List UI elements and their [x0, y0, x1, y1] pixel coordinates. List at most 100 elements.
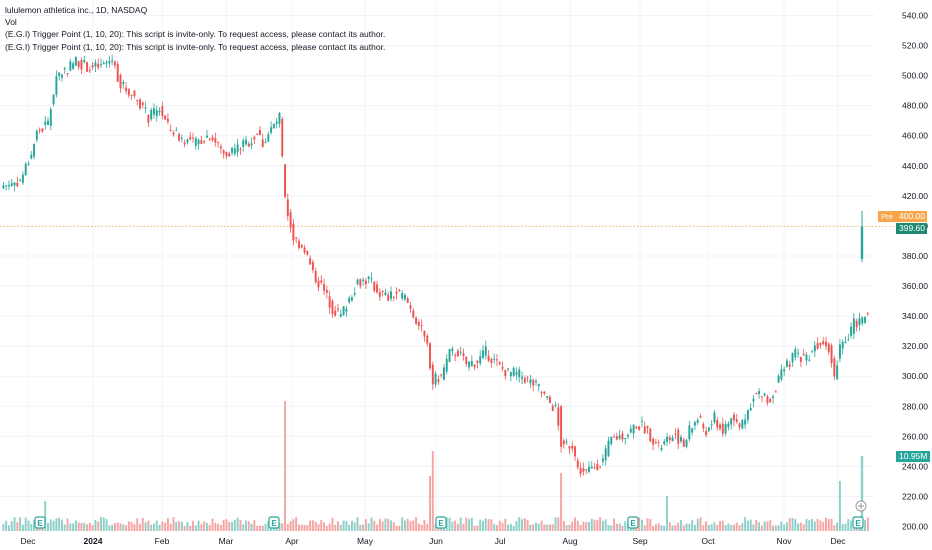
volume-bar	[660, 525, 663, 531]
volume-bar	[596, 520, 599, 531]
y-tick-label: 220.00	[902, 491, 928, 501]
volume-bar	[77, 522, 80, 531]
volume-bar	[166, 518, 169, 531]
volume-bar	[599, 517, 602, 531]
volume-bar	[211, 518, 214, 531]
add-event-icon[interactable]	[855, 500, 867, 512]
volume-bar	[281, 523, 284, 531]
volume-bar	[688, 523, 691, 531]
chart-legend: lululemon athletica inc., 1D, NASDAQ Vol…	[5, 4, 385, 53]
volume-bar	[574, 517, 577, 531]
candle-body	[328, 296, 331, 308]
candle-body	[231, 147, 234, 153]
candle-body	[451, 348, 454, 352]
candle-body	[713, 412, 716, 423]
candle-body	[33, 143, 36, 157]
volume-bar	[256, 525, 259, 531]
volume-bar	[785, 522, 788, 531]
volume-bar	[242, 524, 245, 531]
volume-bar	[49, 519, 52, 531]
candle-body	[219, 146, 222, 149]
candle-body	[699, 415, 702, 418]
volume-bar	[749, 519, 752, 531]
candle-body	[272, 123, 275, 129]
volume-bar	[345, 521, 348, 531]
candle-body	[197, 139, 200, 145]
candle-body	[381, 290, 384, 292]
volume-bar	[518, 517, 521, 531]
legend-indicator-2[interactable]: (E.G.I) Trigger Point (1, 10, 20): This …	[5, 41, 386, 52]
candle-body	[362, 279, 365, 281]
volume-bar	[27, 520, 30, 531]
candle-body	[847, 339, 850, 341]
volume-bar	[827, 518, 830, 531]
candle-body	[417, 322, 420, 326]
volume-bar	[509, 523, 512, 531]
candle-body	[41, 128, 44, 132]
volume-bar	[392, 522, 395, 531]
volume-bar	[362, 524, 365, 531]
volume-bar	[585, 522, 588, 531]
volume-bar	[490, 519, 493, 531]
candle-body	[649, 428, 652, 442]
candle-body	[710, 424, 713, 426]
volume-bar	[696, 518, 699, 531]
volume-bar	[836, 522, 839, 531]
candle-body	[122, 81, 125, 84]
candle-body	[60, 74, 63, 78]
candle-body	[267, 134, 270, 142]
candle-body	[158, 110, 161, 113]
premarket-candle-body	[860, 226, 864, 259]
candle-body	[518, 369, 521, 378]
candle-body	[406, 298, 409, 303]
volume-bar	[378, 519, 381, 531]
y-tick-label: 300.00	[902, 371, 928, 381]
candle-body	[576, 460, 579, 468]
candle-body	[735, 419, 738, 422]
volume-bar	[426, 523, 429, 531]
y-tick-label: 380.00	[902, 251, 928, 261]
volume-bar	[866, 517, 869, 531]
earnings-marker-label: E	[37, 519, 43, 528]
candle-body	[691, 428, 694, 433]
volume-bar	[10, 520, 13, 531]
volume-bar	[649, 518, 652, 531]
volume-bar	[479, 519, 482, 531]
volume-bar	[253, 520, 256, 531]
candle-body	[306, 250, 309, 255]
candle-body	[827, 343, 830, 352]
volume-bar	[716, 524, 719, 531]
volume-bar	[537, 523, 540, 531]
x-tick-label: Dec	[830, 536, 846, 546]
earnings-marker[interactable]: E	[34, 516, 46, 529]
volume-bar	[80, 522, 83, 531]
volume-bar	[334, 524, 337, 531]
candle-body	[86, 62, 89, 72]
volume-bar	[348, 524, 351, 531]
volume-bar	[88, 522, 91, 531]
legend-indicator-1[interactable]: (E.G.I) Trigger Point (1, 10, 20): This …	[5, 29, 386, 40]
candle-body	[562, 440, 565, 445]
candle-body	[523, 378, 526, 383]
candle-body	[682, 439, 685, 447]
candle-body	[350, 297, 353, 301]
candle-body	[459, 351, 462, 353]
premarket-badge: Pre	[878, 211, 896, 222]
candle-body	[674, 433, 677, 435]
volume-bar	[144, 522, 147, 531]
earnings-marker[interactable]: E	[627, 516, 639, 529]
earnings-marker[interactable]: E	[435, 516, 447, 529]
earnings-marker[interactable]: E	[852, 516, 864, 529]
earnings-marker[interactable]: E	[268, 516, 280, 529]
volume-bar	[638, 517, 641, 531]
candle-body	[63, 68, 66, 70]
candle-body	[281, 118, 284, 157]
volume-bar	[403, 520, 406, 531]
volume-bar	[214, 522, 217, 531]
volume-bar	[777, 525, 780, 531]
candle-body	[139, 99, 142, 109]
candle-body	[364, 280, 367, 285]
volume-bar	[303, 525, 306, 531]
volume-bar	[758, 522, 761, 531]
